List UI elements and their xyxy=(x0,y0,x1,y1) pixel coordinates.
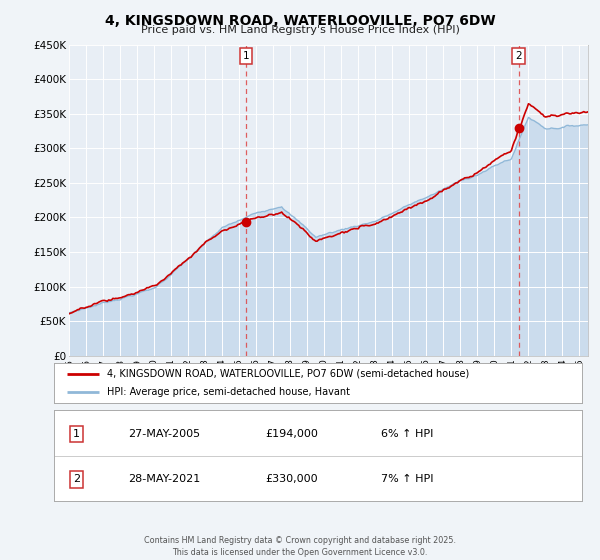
Text: Contains HM Land Registry data © Crown copyright and database right 2025.
This d: Contains HM Land Registry data © Crown c… xyxy=(144,536,456,557)
Text: £330,000: £330,000 xyxy=(265,474,318,484)
Text: £194,000: £194,000 xyxy=(265,429,318,439)
Text: 4, KINGSDOWN ROAD, WATERLOOVILLE, PO7 6DW: 4, KINGSDOWN ROAD, WATERLOOVILLE, PO7 6D… xyxy=(104,14,496,28)
Text: 28-MAY-2021: 28-MAY-2021 xyxy=(128,474,200,484)
Text: 7% ↑ HPI: 7% ↑ HPI xyxy=(382,474,434,484)
Text: HPI: Average price, semi-detached house, Havant: HPI: Average price, semi-detached house,… xyxy=(107,388,350,397)
Text: Price paid vs. HM Land Registry's House Price Index (HPI): Price paid vs. HM Land Registry's House … xyxy=(140,25,460,35)
Text: 1: 1 xyxy=(243,50,250,60)
Text: 2: 2 xyxy=(515,50,522,60)
Text: 1: 1 xyxy=(73,429,80,439)
Text: 2: 2 xyxy=(73,474,80,484)
Text: 4, KINGSDOWN ROAD, WATERLOOVILLE, PO7 6DW (semi-detached house): 4, KINGSDOWN ROAD, WATERLOOVILLE, PO7 6D… xyxy=(107,369,469,379)
Text: 27-MAY-2005: 27-MAY-2005 xyxy=(128,429,200,439)
Text: 6% ↑ HPI: 6% ↑ HPI xyxy=(382,429,434,439)
